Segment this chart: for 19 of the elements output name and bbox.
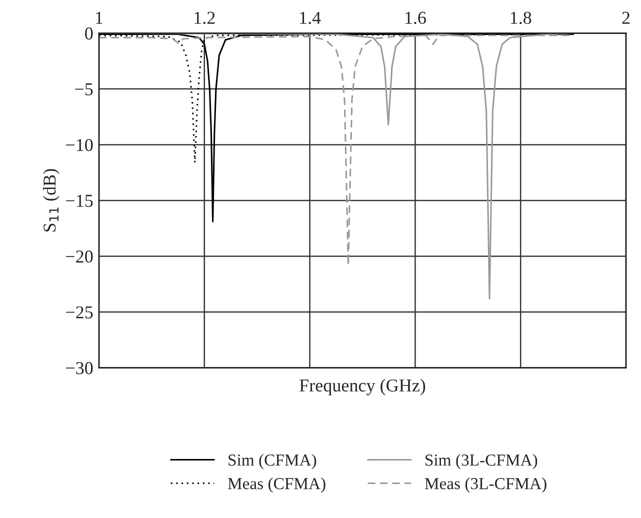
- x-tick-label: 1: [96, 12, 102, 24]
- x-axis-title: Frequency (GHz): [300, 378, 426, 396]
- legend-label: Meas (CFMA): [228, 478, 326, 493]
- x-tick-label: 1.8: [510, 12, 532, 24]
- y-tick-label: −30: [66, 362, 93, 374]
- x-tick-label: 1.2: [194, 12, 215, 24]
- y-tick-label: 0: [85, 27, 93, 40]
- y-tick-label: −25: [66, 306, 93, 318]
- x-tick-label: 2: [622, 12, 630, 24]
- x-tick-label: 1.6: [405, 12, 426, 24]
- y-tick-label: −10: [66, 138, 93, 152]
- y-axis-title: S$_{11}$ (dB): [43, 169, 60, 232]
- x-tick-label: 1.4: [300, 12, 321, 24]
- y-tick-label: −20: [66, 250, 93, 263]
- y-tick-label: −5: [75, 83, 93, 96]
- legend-label: Sim (CFMA): [228, 454, 316, 470]
- legend-label: Meas (3L-CFMA): [424, 478, 546, 493]
- legend-label: Sim (3L-CFMA): [426, 454, 538, 470]
- y-tick-label: −15: [66, 194, 93, 207]
